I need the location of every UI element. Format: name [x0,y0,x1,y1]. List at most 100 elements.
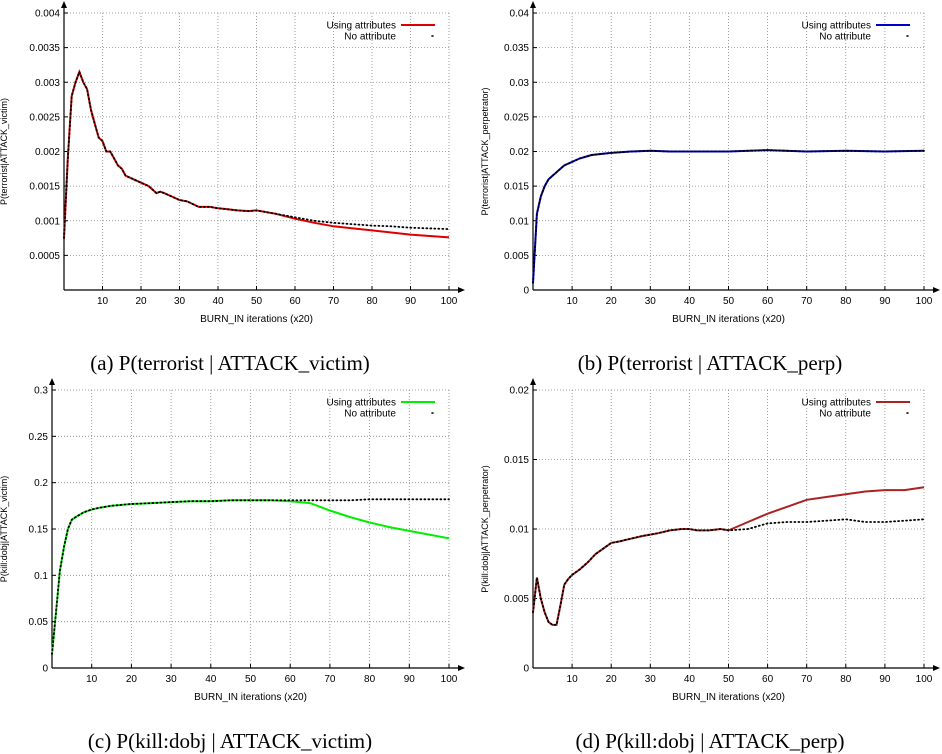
series-line-1 [51,498,450,655]
x-axis-arrow [933,287,940,293]
x-tick-label: 20 [126,674,138,685]
legend-label: Using attributes [802,398,871,409]
y-tick-label: 0 [42,664,48,675]
legend-label: No attribute [819,409,871,420]
x-tick-label: 100 [916,296,933,307]
x-axis-label: BURN_IN iterations (x20) [194,692,307,703]
x-tick-label: 40 [212,296,224,307]
legend-label: No attribute [819,32,871,43]
x-axis-label: BURN_IN iterations (x20) [672,692,785,703]
y-tick-label: 0.004 [35,9,60,20]
y-tick-label: 0.02 [510,147,530,158]
y-tick-label: 0 [523,286,529,297]
y-tick-label: 0.002 [35,147,60,158]
y-tick-label: 0.1 [34,571,48,582]
chart-panel-0: 10 20 30 40 50 60 70 80 90 100 0.0005 0.001 0.0015 0.… [0,1,465,325]
legend-label: No attribute [344,32,396,43]
x-tick-label: 70 [324,674,336,685]
x-tick-label: 50 [723,674,735,685]
x-tick-label: 60 [762,674,774,685]
x-tick-label: 90 [405,296,417,307]
y-axis-label: P(kill:dobj|ATTACK_victim) [0,476,9,583]
x-tick-label: 20 [606,674,618,685]
y-tick-label: 0.005 [504,251,529,262]
caption-d: (d) P(kill:dobj | ATTACK_perp) [575,729,845,753]
x-tick-label: 30 [166,674,178,685]
x-tick-label: 10 [567,296,579,307]
x-tick-label: 20 [606,296,618,307]
x-tick-label: 90 [879,674,891,685]
y-tick-label: 0.04 [510,9,530,20]
legend-label: Using attributes [327,398,396,409]
y-tick-label: 0.001 [35,216,60,227]
x-tick-label: 100 [916,674,933,685]
x-axis-arrow [933,665,940,671]
x-tick-label: 40 [205,674,217,685]
y-tick-label: 0.15 [29,525,49,536]
y-axis-arrow [530,378,536,385]
series-line-1 [63,69,450,240]
x-tick-label: 70 [328,296,340,307]
y-tick-label: 0.015 [504,182,529,193]
series-line-1 [532,149,925,285]
y-axis-arrow [61,1,67,8]
x-tick-label: 90 [404,674,416,685]
y-tick-label: 0.0015 [29,182,60,193]
x-tick-label: 80 [840,674,852,685]
series-line-0 [51,499,450,655]
x-axis-label: BURN_IN iterations (x20) [672,314,785,325]
chart-panel-1: 10 20 30 40 50 60 70 80 90 100 0 0.005 0.01 0.015 0.02… [480,1,940,325]
legend-label: No attribute [344,409,396,420]
y-tick-label: 0.2 [34,478,48,489]
x-tick-label: 70 [801,296,813,307]
y-tick-label: 0.01 [510,216,530,227]
y-tick-label: 0.0035 [29,43,60,54]
x-tick-label: 30 [645,674,657,685]
y-tick-label: 0.025 [504,112,529,123]
y-tick-label: 0.0005 [29,251,60,262]
x-tick-label: 10 [97,296,109,307]
x-tick-label: 10 [86,674,98,685]
y-tick-label: 0.01 [510,525,530,536]
x-axis-arrow [458,287,465,293]
caption-a: (a) P(terrorist | ATTACK_victim) [90,351,370,375]
x-tick-label: 70 [801,674,813,685]
series-line-0 [532,149,925,284]
y-tick-label: 0.0025 [29,112,60,123]
y-tick-label: 0.015 [504,455,529,466]
x-tick-label: 60 [762,296,774,307]
y-tick-label: 0.05 [29,617,49,628]
x-tick-label: 30 [645,296,657,307]
chart-panel-2: 10 20 30 40 50 60 70 80 90 100 0 0.05 0.1 0.15 0.2 0.25… [0,378,465,703]
y-axis-arrow [49,378,55,385]
x-tick-label: 50 [723,296,735,307]
y-tick-label: 0.005 [504,594,529,605]
y-tick-label: 0.25 [29,432,49,443]
x-tick-label: 50 [245,674,257,685]
caption-c: (c) P(kill:dobj | ATTACK_victim) [87,729,373,753]
x-tick-label: 50 [251,296,263,307]
x-tick-label: 90 [879,296,891,307]
chart-panel-3: 10 20 30 40 50 60 70 80 90 100 0 0.005 0.01 0.015 0.02… [480,378,940,703]
x-tick-label: 20 [135,296,147,307]
y-tick-label: 0.035 [504,43,529,54]
y-axis-label: P(terrorist|ATTACK_victim) [0,98,9,205]
caption-b: (b) P(terrorist | ATTACK_perp) [577,351,843,375]
x-axis-label: BURN_IN iterations (x20) [200,314,313,325]
x-tick-label: 60 [289,296,301,307]
x-tick-label: 80 [364,674,376,685]
y-tick-label: 0.03 [510,78,530,89]
x-tick-label: 60 [285,674,297,685]
y-tick-label: 0.3 [34,386,48,397]
x-tick-label: 10 [567,674,579,685]
x-tick-label: 40 [684,674,696,685]
y-axis-label: P(kill:dobj|ATTACK_perpetrator) [480,465,490,593]
x-tick-label: 30 [174,296,186,307]
x-axis-arrow [458,665,465,671]
y-axis-arrow [530,1,536,8]
x-tick-label: 80 [366,296,378,307]
